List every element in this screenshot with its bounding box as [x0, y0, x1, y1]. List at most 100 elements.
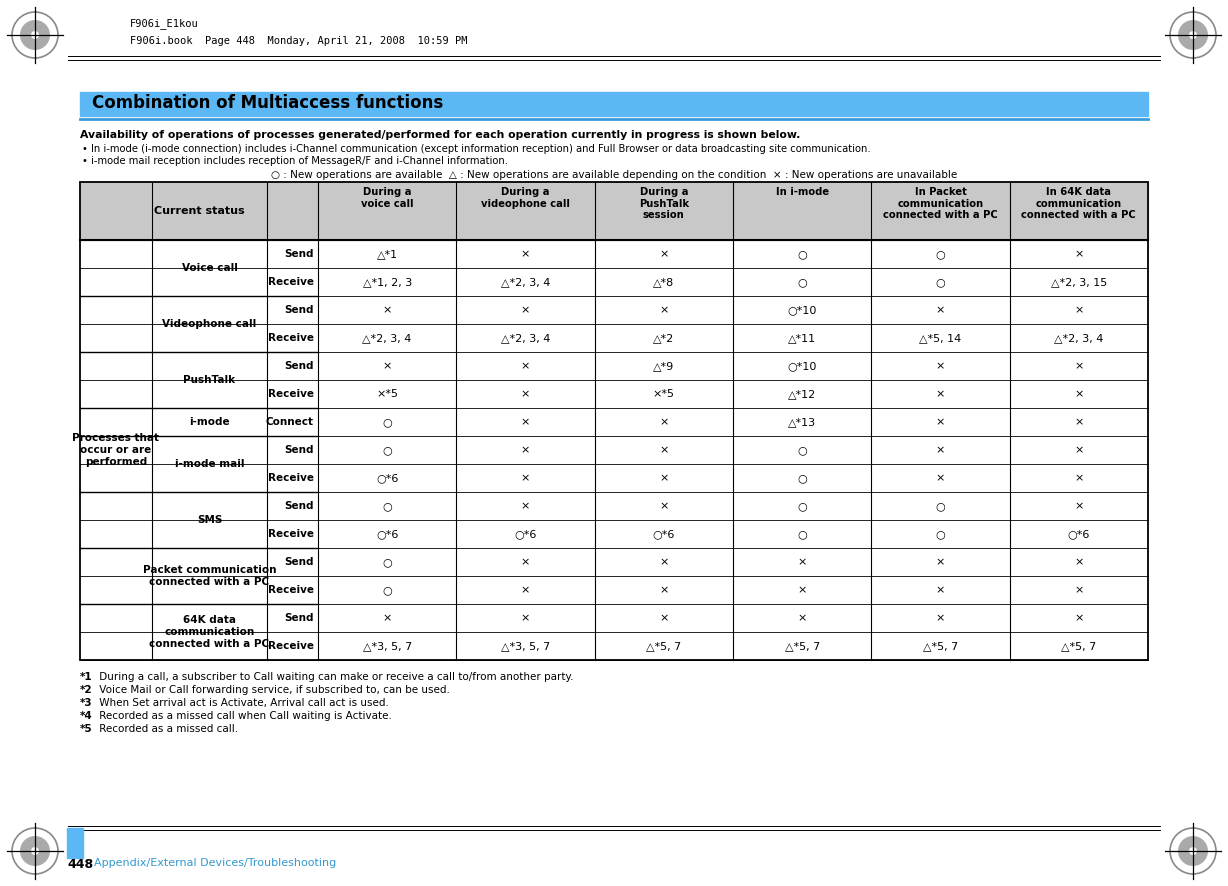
- Text: ×: ×: [659, 417, 668, 427]
- Text: *1: *1: [80, 672, 92, 682]
- Text: ×: ×: [1074, 249, 1083, 259]
- Text: ×: ×: [797, 613, 807, 623]
- Text: ○: ○: [936, 249, 946, 259]
- Text: ×: ×: [659, 473, 668, 483]
- Text: In Packet
communication
connected with a PC: In Packet communication connected with a…: [883, 187, 998, 221]
- Circle shape: [1178, 836, 1208, 866]
- Text: ×: ×: [659, 445, 668, 455]
- Text: ×: ×: [1074, 417, 1083, 427]
- Text: ○: ○: [936, 277, 946, 287]
- Text: Receive: Receive: [268, 473, 314, 483]
- Text: △*2, 3, 15: △*2, 3, 15: [1051, 277, 1106, 287]
- Text: ○: ○: [936, 529, 946, 539]
- Text: *2: *2: [80, 685, 92, 695]
- Text: *3: *3: [80, 698, 92, 708]
- Text: ×: ×: [936, 361, 946, 371]
- Text: i-mode mail: i-mode mail: [174, 459, 244, 469]
- Text: ×: ×: [1074, 361, 1083, 371]
- Text: Send: Send: [285, 445, 314, 455]
- Text: Combination of Multiaccess functions: Combination of Multiaccess functions: [92, 94, 443, 112]
- Text: Availability of operations of processes generated/performed for each operation c: Availability of operations of processes …: [80, 130, 801, 140]
- Text: *5: *5: [80, 724, 92, 734]
- Text: Send: Send: [285, 557, 314, 567]
- Text: 448: 448: [68, 858, 93, 871]
- Text: ○: ○: [797, 445, 807, 455]
- Text: During a
voice call: During a voice call: [361, 187, 414, 208]
- Text: △*5, 7: △*5, 7: [646, 641, 682, 651]
- Text: 64K data
communication
connected with a PC: 64K data communication connected with a …: [150, 616, 270, 649]
- Text: ×: ×: [521, 473, 530, 483]
- Text: Receive: Receive: [268, 333, 314, 343]
- Bar: [80, 182, 1148, 660]
- Text: ○: ○: [797, 501, 807, 511]
- Text: △*2, 3, 4: △*2, 3, 4: [501, 333, 550, 343]
- Text: ○: ○: [797, 249, 807, 259]
- Circle shape: [31, 847, 39, 855]
- Text: ×: ×: [1074, 305, 1083, 315]
- Text: ×: ×: [1074, 473, 1083, 483]
- Bar: [68, 828, 84, 858]
- Text: △*1, 2, 3: △*1, 2, 3: [362, 277, 411, 287]
- Text: ○: ○: [797, 473, 807, 483]
- Text: Recorded as a missed call.: Recorded as a missed call.: [96, 724, 238, 734]
- Text: • In i-mode (i-mode connection) includes i-Channel communication (except informa: • In i-mode (i-mode connection) includes…: [82, 144, 871, 154]
- Text: ○: ○: [936, 501, 946, 511]
- Text: ×: ×: [936, 585, 946, 595]
- Text: ×: ×: [936, 557, 946, 567]
- Text: ○*10: ○*10: [787, 305, 817, 315]
- Text: ×: ×: [521, 585, 530, 595]
- Text: ○: ○: [797, 277, 807, 287]
- Text: Receive: Receive: [268, 585, 314, 595]
- Text: ×: ×: [1074, 557, 1083, 567]
- Text: During a
PushTalk
session: During a PushTalk session: [639, 187, 689, 221]
- Text: ×: ×: [1074, 501, 1083, 511]
- Text: Send: Send: [285, 613, 314, 623]
- Text: ×: ×: [797, 585, 807, 595]
- Text: F906i_E1kou: F906i_E1kou: [130, 18, 199, 29]
- Text: △*12: △*12: [788, 389, 817, 399]
- Text: ○: ○: [797, 529, 807, 539]
- Text: ×: ×: [659, 585, 668, 595]
- Text: △*2, 3, 4: △*2, 3, 4: [1054, 333, 1104, 343]
- Text: ×: ×: [797, 557, 807, 567]
- Text: ×: ×: [936, 473, 946, 483]
- Bar: [80, 92, 1148, 116]
- Bar: [80, 182, 1148, 240]
- Text: When Set arrival act is Activate, Arrival call act is used.: When Set arrival act is Activate, Arriva…: [96, 698, 389, 708]
- Text: Send: Send: [285, 249, 314, 259]
- Text: ×: ×: [382, 305, 392, 315]
- Text: ×: ×: [521, 501, 530, 511]
- Text: ×: ×: [382, 361, 392, 371]
- Text: △*13: △*13: [788, 417, 817, 427]
- Text: Send: Send: [285, 305, 314, 315]
- Text: ×: ×: [1074, 445, 1083, 455]
- Text: ○: ○: [382, 445, 392, 455]
- Text: Send: Send: [285, 501, 314, 511]
- Text: ○*6: ○*6: [515, 529, 537, 539]
- Text: ×: ×: [521, 389, 530, 399]
- Text: ×: ×: [659, 557, 668, 567]
- Text: ×: ×: [936, 389, 946, 399]
- Text: △*2, 3, 4: △*2, 3, 4: [362, 333, 411, 343]
- Text: △*9: △*9: [653, 361, 674, 371]
- Text: ×: ×: [521, 305, 530, 315]
- Text: ○: ○: [382, 557, 392, 567]
- Text: i-mode: i-mode: [189, 417, 230, 427]
- Text: ×: ×: [659, 613, 668, 623]
- Text: △*1: △*1: [377, 249, 398, 259]
- Text: ×: ×: [521, 249, 530, 259]
- Circle shape: [20, 836, 50, 866]
- Text: ○*6: ○*6: [1067, 529, 1090, 539]
- Text: △*5, 7: △*5, 7: [923, 641, 958, 651]
- Text: ×: ×: [521, 361, 530, 371]
- Text: Voice Mail or Call forwarding service, if subscribed to, can be used.: Voice Mail or Call forwarding service, i…: [96, 685, 449, 695]
- Text: ×: ×: [521, 557, 530, 567]
- Text: △*2: △*2: [653, 333, 674, 343]
- Text: Receive: Receive: [268, 529, 314, 539]
- Text: ×: ×: [936, 613, 946, 623]
- Text: ○*10: ○*10: [787, 361, 817, 371]
- Text: ×: ×: [1074, 613, 1083, 623]
- Text: SMS: SMS: [196, 515, 222, 525]
- Text: Connect: Connect: [266, 417, 314, 427]
- Text: Receive: Receive: [268, 641, 314, 651]
